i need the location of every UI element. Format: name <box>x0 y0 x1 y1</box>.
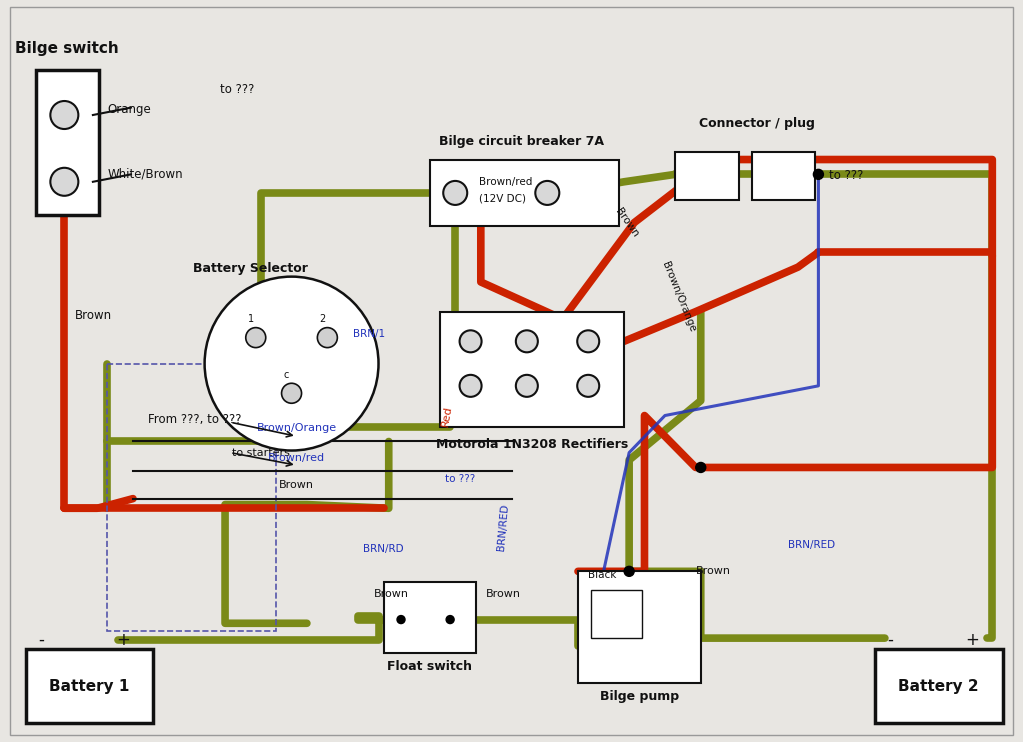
Text: Brown: Brown <box>75 309 112 322</box>
Text: Battery 2: Battery 2 <box>898 679 979 694</box>
Bar <box>675 152 739 200</box>
Circle shape <box>577 330 599 352</box>
Text: BRN/RD: BRN/RD <box>363 544 404 554</box>
Circle shape <box>443 181 468 205</box>
Text: Battery Selector: Battery Selector <box>193 261 308 275</box>
Text: Black: Black <box>609 592 637 603</box>
Text: Orange: Orange <box>107 103 151 116</box>
Text: +: + <box>116 631 130 649</box>
Circle shape <box>577 375 599 397</box>
Circle shape <box>50 101 79 129</box>
Bar <box>430 160 619 226</box>
Text: Bilge switch: Bilge switch <box>15 41 119 56</box>
Circle shape <box>446 616 454 623</box>
Text: Motorola 1N3208 Rectifiers: Motorola 1N3208 Rectifiers <box>436 438 628 451</box>
Text: Brown/Orange: Brown/Orange <box>660 260 697 333</box>
Text: Float switch: Float switch <box>387 660 473 674</box>
Bar <box>107 364 276 631</box>
Circle shape <box>696 462 706 473</box>
Bar <box>440 312 624 427</box>
Text: Brown/Orange: Brown/Orange <box>257 423 337 433</box>
Text: White/Brown: White/Brown <box>107 168 183 181</box>
Text: Brown: Brown <box>279 480 314 490</box>
Bar <box>26 649 153 723</box>
Circle shape <box>205 277 379 450</box>
Text: 1: 1 <box>248 314 254 324</box>
Bar <box>578 571 701 683</box>
Text: Brown/red: Brown/red <box>479 177 532 187</box>
Text: (12V DC): (12V DC) <box>479 194 526 204</box>
Text: Bilge circuit breaker 7A: Bilge circuit breaker 7A <box>439 135 605 148</box>
Text: Brown: Brown <box>373 588 408 599</box>
Text: to ???: to ??? <box>445 473 476 484</box>
Text: Brown: Brown <box>486 588 521 599</box>
Circle shape <box>624 566 634 577</box>
Text: Black: Black <box>588 570 617 580</box>
Circle shape <box>516 330 538 352</box>
Text: BRN/RED: BRN/RED <box>788 540 835 551</box>
Text: Battery 1: Battery 1 <box>49 679 129 694</box>
Circle shape <box>459 375 482 397</box>
Text: BRN/1: BRN/1 <box>353 329 385 339</box>
Text: +: + <box>965 631 979 649</box>
Circle shape <box>516 375 538 397</box>
Text: Brown: Brown <box>614 206 640 239</box>
Text: Brown: Brown <box>696 566 730 577</box>
Text: Connector / plug: Connector / plug <box>699 116 815 130</box>
Text: c: c <box>283 370 290 380</box>
Text: -: - <box>887 631 893 649</box>
Text: 2: 2 <box>319 314 325 324</box>
Circle shape <box>50 168 79 196</box>
Text: Brown/red: Brown/red <box>268 453 325 463</box>
Text: to starters: to starters <box>232 447 290 458</box>
Bar <box>36 70 99 215</box>
Text: to ???: to ??? <box>829 168 863 182</box>
Text: BRN/RED: BRN/RED <box>496 503 510 551</box>
Text: to ???: to ??? <box>220 82 255 96</box>
Circle shape <box>813 169 824 180</box>
Bar <box>752 152 815 200</box>
Circle shape <box>281 384 302 403</box>
Bar <box>591 590 642 638</box>
Circle shape <box>246 328 266 347</box>
Circle shape <box>535 181 560 205</box>
Bar <box>384 582 476 653</box>
Circle shape <box>397 616 405 623</box>
Bar <box>875 649 1003 723</box>
Text: -: - <box>38 631 44 649</box>
Text: From ???, to ???: From ???, to ??? <box>148 413 241 426</box>
Circle shape <box>317 328 338 347</box>
Text: Bilge pump: Bilge pump <box>599 690 679 703</box>
Text: Red: Red <box>440 404 453 427</box>
Circle shape <box>459 330 482 352</box>
